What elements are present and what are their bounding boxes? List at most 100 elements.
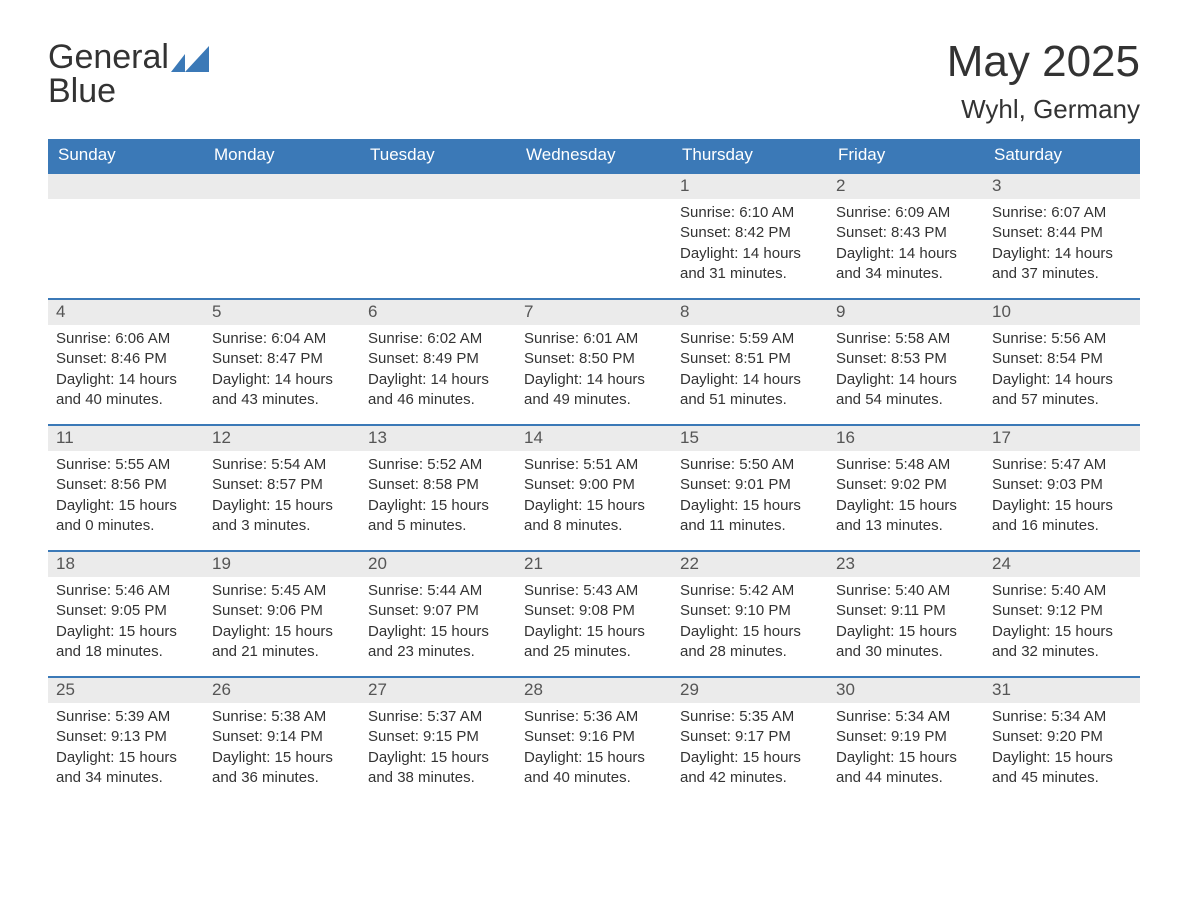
day-cell: 5Sunrise: 6:04 AMSunset: 8:47 PMDaylight… (204, 300, 360, 424)
daylight-line: Daylight: 15 hours and 34 minutes. (56, 748, 196, 789)
day-content: Sunrise: 5:38 AMSunset: 9:14 PMDaylight:… (204, 703, 360, 802)
day-cell: 21Sunrise: 5:43 AMSunset: 9:08 PMDayligh… (516, 552, 672, 676)
day-cell: 3Sunrise: 6:07 AMSunset: 8:44 PMDaylight… (984, 174, 1140, 298)
day-number: 7 (516, 300, 672, 325)
day-cell: 29Sunrise: 5:35 AMSunset: 9:17 PMDayligh… (672, 678, 828, 802)
day-cell: 6Sunrise: 6:02 AMSunset: 8:49 PMDaylight… (360, 300, 516, 424)
sunrise-line: Sunrise: 5:34 AM (992, 707, 1132, 727)
day-cell: 23Sunrise: 5:40 AMSunset: 9:11 PMDayligh… (828, 552, 984, 676)
sunset-line: Sunset: 8:43 PM (836, 223, 976, 243)
day-cell-empty: . (204, 174, 360, 298)
weekday-monday: Monday (204, 139, 360, 172)
daylight-line: Daylight: 15 hours and 42 minutes. (680, 748, 820, 789)
daylight-line: Daylight: 15 hours and 40 minutes. (524, 748, 664, 789)
sunset-line: Sunset: 8:42 PM (680, 223, 820, 243)
sunrise-line: Sunrise: 5:37 AM (368, 707, 508, 727)
day-content: Sunrise: 5:50 AMSunset: 9:01 PMDaylight:… (672, 451, 828, 550)
day-cell: 15Sunrise: 5:50 AMSunset: 9:01 PMDayligh… (672, 426, 828, 550)
sunset-line: Sunset: 8:53 PM (836, 349, 976, 369)
daylight-line: Daylight: 14 hours and 49 minutes. (524, 370, 664, 411)
weekday-saturday: Saturday (984, 139, 1140, 172)
day-number: . (516, 174, 672, 199)
weeks-container: ....1Sunrise: 6:10 AMSunset: 8:42 PMDayl… (48, 172, 1140, 802)
sunrise-line: Sunrise: 6:02 AM (368, 329, 508, 349)
daylight-line: Daylight: 15 hours and 28 minutes. (680, 622, 820, 663)
day-content: Sunrise: 5:34 AMSunset: 9:19 PMDaylight:… (828, 703, 984, 802)
week-row: 25Sunrise: 5:39 AMSunset: 9:13 PMDayligh… (48, 676, 1140, 802)
day-number: 16 (828, 426, 984, 451)
sunset-line: Sunset: 9:12 PM (992, 601, 1132, 621)
day-number: 27 (360, 678, 516, 703)
title-block: May 2025 Wyhl, Germany (947, 40, 1140, 125)
day-number: 23 (828, 552, 984, 577)
daylight-line: Daylight: 15 hours and 0 minutes. (56, 496, 196, 537)
sunrise-line: Sunrise: 6:01 AM (524, 329, 664, 349)
day-number: 6 (360, 300, 516, 325)
day-cell: 16Sunrise: 5:48 AMSunset: 9:02 PMDayligh… (828, 426, 984, 550)
daylight-line: Daylight: 15 hours and 30 minutes. (836, 622, 976, 663)
day-cell: 8Sunrise: 5:59 AMSunset: 8:51 PMDaylight… (672, 300, 828, 424)
sunrise-line: Sunrise: 5:55 AM (56, 455, 196, 475)
sunrise-line: Sunrise: 5:46 AM (56, 581, 196, 601)
sunset-line: Sunset: 8:44 PM (992, 223, 1132, 243)
weekday-sunday: Sunday (48, 139, 204, 172)
week-row: 11Sunrise: 5:55 AMSunset: 8:56 PMDayligh… (48, 424, 1140, 550)
daylight-line: Daylight: 14 hours and 43 minutes. (212, 370, 352, 411)
day-cell: 20Sunrise: 5:44 AMSunset: 9:07 PMDayligh… (360, 552, 516, 676)
day-content: Sunrise: 5:58 AMSunset: 8:53 PMDaylight:… (828, 325, 984, 424)
sunset-line: Sunset: 9:15 PM (368, 727, 508, 747)
day-cell: 30Sunrise: 5:34 AMSunset: 9:19 PMDayligh… (828, 678, 984, 802)
day-content: Sunrise: 6:02 AMSunset: 8:49 PMDaylight:… (360, 325, 516, 424)
day-cell: 12Sunrise: 5:54 AMSunset: 8:57 PMDayligh… (204, 426, 360, 550)
day-number: 24 (984, 552, 1140, 577)
day-number: 17 (984, 426, 1140, 451)
day-number: . (48, 174, 204, 199)
sunset-line: Sunset: 9:20 PM (992, 727, 1132, 747)
sunrise-line: Sunrise: 5:35 AM (680, 707, 820, 727)
daylight-line: Daylight: 15 hours and 13 minutes. (836, 496, 976, 537)
day-number: 26 (204, 678, 360, 703)
day-cell: 4Sunrise: 6:06 AMSunset: 8:46 PMDaylight… (48, 300, 204, 424)
daylight-line: Daylight: 15 hours and 11 minutes. (680, 496, 820, 537)
sunset-line: Sunset: 9:11 PM (836, 601, 976, 621)
sunrise-line: Sunrise: 5:43 AM (524, 581, 664, 601)
day-content: Sunrise: 5:37 AMSunset: 9:15 PMDaylight:… (360, 703, 516, 802)
sunset-line: Sunset: 9:19 PM (836, 727, 976, 747)
sunset-line: Sunset: 9:01 PM (680, 475, 820, 495)
calendar: SundayMondayTuesdayWednesdayThursdayFrid… (48, 139, 1140, 802)
day-number: 21 (516, 552, 672, 577)
day-content: Sunrise: 5:40 AMSunset: 9:12 PMDaylight:… (984, 577, 1140, 676)
daylight-line: Daylight: 14 hours and 31 minutes. (680, 244, 820, 285)
day-number: 13 (360, 426, 516, 451)
day-content: Sunrise: 5:39 AMSunset: 9:13 PMDaylight:… (48, 703, 204, 802)
sunset-line: Sunset: 8:47 PM (212, 349, 352, 369)
day-cell: 2Sunrise: 6:09 AMSunset: 8:43 PMDaylight… (828, 174, 984, 298)
day-content: Sunrise: 5:34 AMSunset: 9:20 PMDaylight:… (984, 703, 1140, 802)
day-cell: 28Sunrise: 5:36 AMSunset: 9:16 PMDayligh… (516, 678, 672, 802)
sunrise-line: Sunrise: 6:06 AM (56, 329, 196, 349)
day-number: 4 (48, 300, 204, 325)
day-number: 1 (672, 174, 828, 199)
day-content: Sunrise: 5:45 AMSunset: 9:06 PMDaylight:… (204, 577, 360, 676)
sunset-line: Sunset: 9:06 PM (212, 601, 352, 621)
day-number: 31 (984, 678, 1140, 703)
day-number: 28 (516, 678, 672, 703)
weekday-header-row: SundayMondayTuesdayWednesdayThursdayFrid… (48, 139, 1140, 172)
day-content: Sunrise: 5:54 AMSunset: 8:57 PMDaylight:… (204, 451, 360, 550)
day-content: Sunrise: 5:56 AMSunset: 8:54 PMDaylight:… (984, 325, 1140, 424)
sunset-line: Sunset: 8:58 PM (368, 475, 508, 495)
day-cell: 18Sunrise: 5:46 AMSunset: 9:05 PMDayligh… (48, 552, 204, 676)
day-number: 5 (204, 300, 360, 325)
day-content: Sunrise: 5:43 AMSunset: 9:08 PMDaylight:… (516, 577, 672, 676)
sunset-line: Sunset: 9:16 PM (524, 727, 664, 747)
brand-word2: Blue (48, 74, 169, 108)
header: General Blue May 2025 Wyhl, Germany (48, 40, 1140, 125)
day-cell: 11Sunrise: 5:55 AMSunset: 8:56 PMDayligh… (48, 426, 204, 550)
sunrise-line: Sunrise: 5:39 AM (56, 707, 196, 727)
sunrise-line: Sunrise: 5:59 AM (680, 329, 820, 349)
sunset-line: Sunset: 9:02 PM (836, 475, 976, 495)
day-cell: 27Sunrise: 5:37 AMSunset: 9:15 PMDayligh… (360, 678, 516, 802)
sunrise-line: Sunrise: 6:10 AM (680, 203, 820, 223)
daylight-line: Daylight: 15 hours and 32 minutes. (992, 622, 1132, 663)
day-cell: 1 Sunrise: 6:10 AMSunset: 8:42 PMDaylight… (672, 174, 828, 298)
